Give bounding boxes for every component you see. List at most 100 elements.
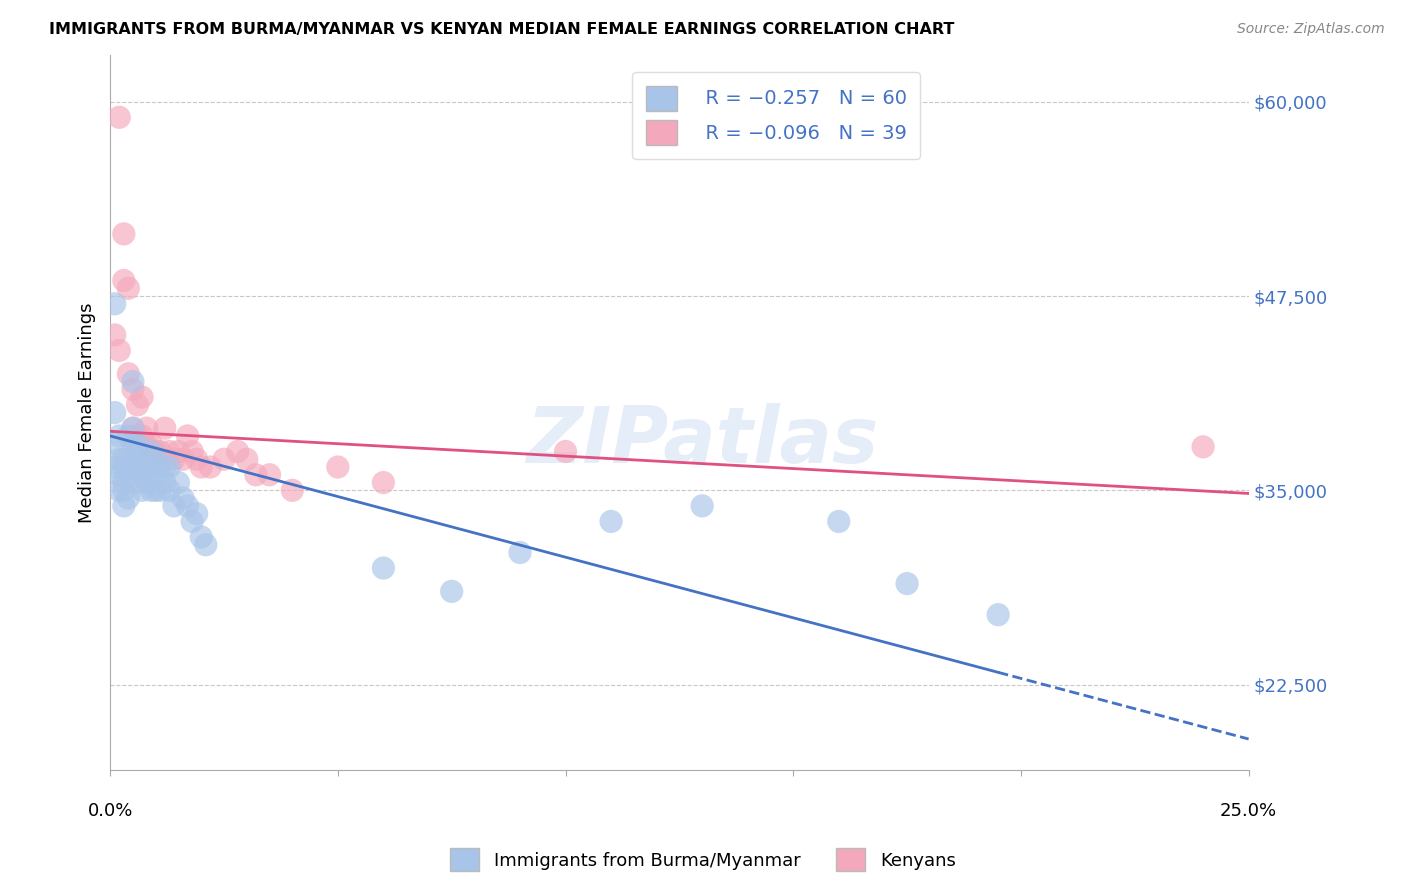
Point bbox=[200, 460, 222, 475]
Point bbox=[122, 421, 145, 435]
Point bbox=[108, 429, 131, 443]
Point bbox=[135, 436, 157, 450]
Legend: Immigrants from Burma/Myanmar, Kenyans: Immigrants from Burma/Myanmar, Kenyans bbox=[443, 841, 963, 879]
Point bbox=[104, 436, 127, 450]
Text: 0.0%: 0.0% bbox=[87, 802, 132, 821]
Point bbox=[112, 227, 135, 241]
Point bbox=[122, 375, 145, 389]
Point bbox=[281, 483, 304, 498]
Point bbox=[373, 561, 395, 575]
Point bbox=[163, 452, 186, 467]
Point bbox=[131, 429, 153, 443]
Point bbox=[104, 327, 127, 342]
Point bbox=[600, 515, 623, 529]
Point bbox=[139, 452, 162, 467]
Point bbox=[127, 475, 149, 490]
Point bbox=[176, 499, 198, 513]
Point bbox=[145, 467, 167, 482]
Point bbox=[176, 429, 198, 443]
Point bbox=[245, 467, 267, 482]
Point bbox=[131, 452, 153, 467]
Point bbox=[181, 444, 204, 458]
Point bbox=[135, 475, 157, 490]
Point bbox=[149, 483, 172, 498]
Point bbox=[236, 452, 259, 467]
Point bbox=[112, 452, 135, 467]
Text: IMMIGRANTS FROM BURMA/MYANMAR VS KENYAN MEDIAN FEMALE EARNINGS CORRELATION CHART: IMMIGRANTS FROM BURMA/MYANMAR VS KENYAN … bbox=[49, 22, 955, 37]
Point bbox=[509, 545, 531, 559]
Point bbox=[157, 444, 180, 458]
Point bbox=[145, 452, 167, 467]
Point bbox=[326, 460, 349, 475]
Point bbox=[122, 421, 145, 435]
Text: 25.0%: 25.0% bbox=[1220, 802, 1277, 821]
Point bbox=[131, 483, 153, 498]
Point bbox=[987, 607, 1010, 622]
Point bbox=[167, 475, 190, 490]
Point bbox=[226, 444, 249, 458]
Point bbox=[135, 460, 157, 475]
Point bbox=[117, 281, 139, 295]
Point bbox=[172, 491, 194, 505]
Point bbox=[117, 467, 139, 482]
Point bbox=[212, 452, 235, 467]
Point bbox=[112, 475, 135, 490]
Point bbox=[104, 406, 127, 420]
Point bbox=[108, 483, 131, 498]
Point bbox=[690, 499, 713, 513]
Point bbox=[112, 499, 135, 513]
Point bbox=[108, 467, 131, 482]
Point bbox=[1192, 440, 1215, 454]
Point bbox=[163, 499, 186, 513]
Point bbox=[112, 460, 135, 475]
Point bbox=[157, 483, 180, 498]
Point bbox=[139, 483, 162, 498]
Point bbox=[167, 444, 190, 458]
Point bbox=[127, 444, 149, 458]
Point bbox=[108, 343, 131, 358]
Point bbox=[112, 273, 135, 287]
Point bbox=[127, 429, 149, 443]
Point bbox=[139, 444, 162, 458]
Point bbox=[157, 460, 180, 475]
Point bbox=[259, 467, 281, 482]
Point bbox=[153, 460, 176, 475]
Point bbox=[172, 452, 194, 467]
Point bbox=[149, 460, 172, 475]
Point bbox=[104, 460, 127, 475]
Point bbox=[186, 507, 208, 521]
Point bbox=[127, 460, 149, 475]
Point bbox=[149, 444, 172, 458]
Point bbox=[139, 436, 162, 450]
Point bbox=[828, 515, 851, 529]
Point bbox=[127, 398, 149, 412]
Point bbox=[190, 530, 212, 544]
Point bbox=[896, 576, 918, 591]
Point bbox=[122, 382, 145, 396]
Y-axis label: Median Female Earnings: Median Female Earnings bbox=[79, 302, 96, 523]
Point bbox=[127, 436, 149, 450]
Legend:   R = −0.257   N = 60,   R = −0.096   N = 39: R = −0.257 N = 60, R = −0.096 N = 39 bbox=[633, 72, 920, 159]
Point bbox=[135, 452, 157, 467]
Point bbox=[373, 475, 395, 490]
Point bbox=[135, 421, 157, 435]
Point bbox=[117, 491, 139, 505]
Point bbox=[194, 538, 217, 552]
Point bbox=[190, 460, 212, 475]
Point bbox=[108, 111, 131, 125]
Point bbox=[117, 367, 139, 381]
Point bbox=[117, 429, 139, 443]
Text: Source: ZipAtlas.com: Source: ZipAtlas.com bbox=[1237, 22, 1385, 37]
Point bbox=[112, 483, 135, 498]
Point bbox=[145, 483, 167, 498]
Point bbox=[108, 452, 131, 467]
Point bbox=[131, 467, 153, 482]
Point bbox=[181, 515, 204, 529]
Point bbox=[554, 444, 576, 458]
Point bbox=[440, 584, 463, 599]
Point bbox=[131, 390, 153, 404]
Point bbox=[186, 452, 208, 467]
Point bbox=[153, 421, 176, 435]
Text: ZIPatlas: ZIPatlas bbox=[526, 403, 879, 479]
Point bbox=[139, 460, 162, 475]
